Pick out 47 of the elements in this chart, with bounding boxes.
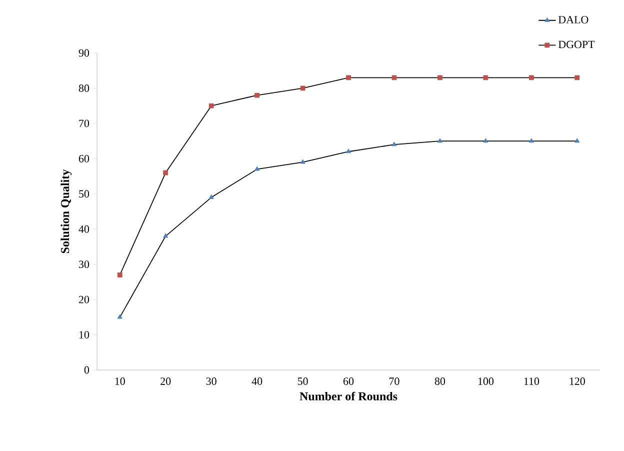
y-axis-title: Solution Quality [60, 169, 72, 254]
y-tick-label: 50 [79, 190, 90, 198]
x-tick-label: 40 [252, 378, 262, 385]
point [117, 314, 122, 319]
x-tick-label: 120 [570, 378, 585, 385]
y-tick-label: 20 [78, 296, 90, 304]
point [208, 103, 214, 108]
y-tick-label: 0 [84, 366, 90, 374]
point [254, 166, 260, 171]
y-tick-label: 30 [79, 260, 90, 268]
point [438, 75, 442, 80]
point [528, 75, 534, 80]
point [254, 92, 260, 98]
point [300, 86, 306, 91]
point [300, 159, 306, 164]
point [437, 138, 442, 143]
x-axis-title: Number of Rounds [300, 392, 398, 400]
point [346, 148, 352, 154]
point [574, 138, 580, 143]
legend-label: DALO [558, 16, 588, 24]
point [208, 194, 214, 199]
point [163, 233, 168, 238]
y-tick-label: 60 [78, 154, 90, 162]
x-tick-label: 60 [343, 378, 354, 385]
point [163, 170, 168, 176]
point [392, 142, 397, 146]
x-tick-label: 110 [524, 378, 540, 385]
x-tick-label: 100 [478, 378, 494, 385]
x-tick-label: 30 [206, 378, 216, 385]
y-tick-label: 70 [79, 120, 90, 128]
legend-label: DGOPT [558, 40, 595, 48]
x-tick-label: 10 [115, 378, 125, 385]
x-tick-label: 70 [389, 378, 400, 385]
point [574, 75, 580, 80]
x-tick-label: 20 [160, 378, 171, 385]
point [346, 75, 351, 80]
point [528, 138, 534, 143]
x-tick-label: 80 [434, 378, 446, 385]
y-tick-label: 90 [78, 49, 90, 57]
point [483, 75, 488, 80]
point [117, 272, 122, 278]
point [392, 75, 397, 80]
y-tick-label: 10 [79, 331, 90, 338]
y-tick-label: 80 [78, 84, 90, 92]
point [483, 138, 488, 143]
y-tick-label: 40 [78, 225, 90, 233]
x-tick-label: 50 [298, 378, 308, 385]
